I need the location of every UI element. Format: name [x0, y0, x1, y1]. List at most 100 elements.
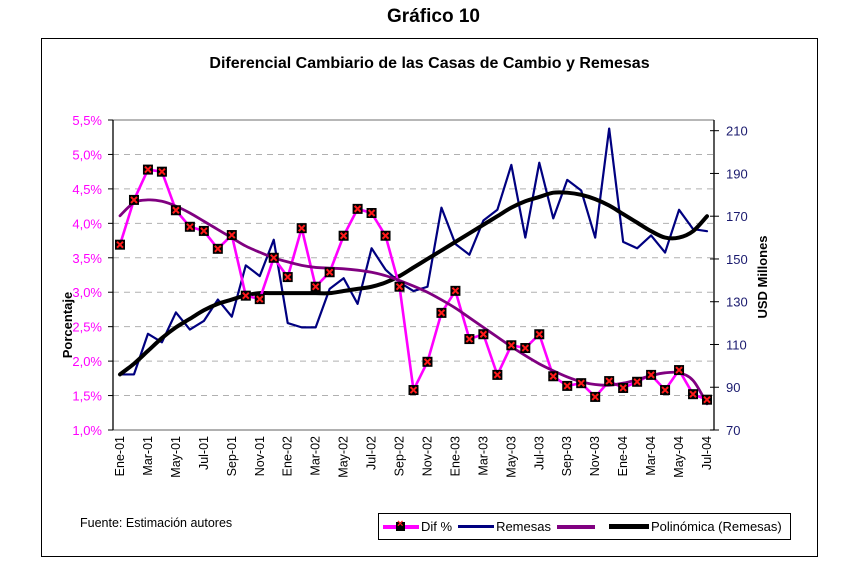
dif-point-marker — [646, 369, 657, 380]
marker-x — [116, 240, 124, 249]
left-axis-ticks: 1,0% 1,5% 2,0% 2,5% 3,0% 3,5% 4,0% 4,5% 5,0% 5,5% — [72, 113, 113, 438]
marker-x — [647, 371, 655, 379]
dif-point-marker — [268, 252, 279, 263]
legend-label-remesas: Remesas — [496, 519, 551, 534]
marker-x — [423, 358, 432, 366]
dif-point-marker — [352, 203, 363, 214]
marker-x — [158, 167, 166, 176]
dif-point-marker — [436, 307, 447, 318]
marker-x — [703, 395, 711, 404]
marker-x — [563, 382, 571, 390]
left-tick-label: 4,5% — [72, 182, 102, 197]
chart-frame — [41, 38, 818, 557]
right-tick-label: 110 — [726, 337, 747, 352]
x-tick-label: Mar-03 — [476, 436, 490, 476]
legend-item-remesas: Remesas — [458, 519, 551, 534]
marker-x — [325, 268, 334, 276]
x-tick-label: May-02 — [337, 436, 351, 478]
dif-point-marker — [688, 389, 699, 400]
dif-point-marker — [618, 382, 629, 393]
dif-point-marker — [520, 343, 531, 354]
x-tick-label: May-03 — [504, 436, 518, 478]
marker-x — [577, 379, 585, 387]
dif-point-marker — [422, 356, 433, 367]
right-tick-label: 150 — [726, 252, 748, 267]
x-tick-label: Jul-04 — [700, 436, 714, 470]
dif-point-marker — [534, 329, 545, 340]
series-poly-remesas-line — [118, 190, 709, 377]
dif-point-marker — [590, 391, 601, 402]
x-tick-label: Mar-02 — [309, 436, 323, 476]
marker-x — [479, 330, 488, 338]
marker-x — [661, 386, 669, 394]
dif-point-marker — [380, 230, 391, 241]
legend: Dif % Remesas Polinómica (Remesas) — [378, 513, 791, 540]
marker-x — [367, 209, 376, 217]
gridlines — [113, 153, 714, 397]
series-remesas-line — [118, 127, 709, 376]
dif-point-marker — [464, 334, 475, 345]
marker-x — [228, 231, 236, 239]
marker-x — [339, 232, 348, 240]
right-tick-label: 170 — [726, 209, 748, 224]
marker-x — [507, 341, 516, 349]
dif-point-marker — [296, 223, 307, 234]
x-axis-ticks: Ene-01 Mar-01 May-01 Jul-01 Sep-01 Nov-01 Ene-… — [113, 436, 714, 478]
right-tick-label: 210 — [726, 124, 748, 139]
marker-x — [130, 196, 138, 204]
marker-x — [493, 371, 502, 379]
x-tick-label: Jul-01 — [197, 436, 211, 470]
dif-point-marker — [408, 385, 419, 396]
marker-x — [395, 283, 404, 291]
marker-x — [465, 335, 474, 343]
x-tick-label: Ene-01 — [113, 436, 127, 476]
marker-x — [451, 287, 460, 295]
marker-x — [297, 224, 306, 232]
dif-point-marker — [170, 205, 181, 216]
legend-label-dif: Dif % — [421, 519, 453, 534]
marker-x — [172, 206, 180, 214]
legend-item-poly-remesas: Polinómica (Remesas) — [603, 519, 782, 534]
dif-point-marker — [184, 221, 195, 232]
marker-x — [633, 378, 641, 386]
x-tick-label: Nov-02 — [420, 436, 434, 476]
dif-point-marker — [226, 230, 237, 241]
legend-label-poly-remesas: Polinómica (Remesas) — [650, 519, 782, 534]
dif-point-marker — [198, 225, 209, 236]
marker-x — [242, 291, 250, 300]
legend-swatch-dif — [383, 518, 419, 532]
right-tick-label: 70 — [726, 423, 740, 438]
left-tick-label: 5,5% — [72, 113, 102, 128]
left-axis-title: Porcentaje — [60, 292, 75, 358]
dif-point-marker — [115, 239, 125, 250]
left-tick-label: 1,5% — [72, 389, 102, 404]
dif-point-marker — [492, 369, 503, 380]
x-tick-label: Ene-04 — [616, 436, 630, 476]
marker-x — [214, 245, 222, 253]
x-tick-label: Jul-02 — [365, 436, 379, 470]
legend-swatch-dif-trend — [556, 522, 595, 532]
left-tick-label: 4,0% — [72, 216, 102, 231]
x-tick-label: Sep-02 — [393, 436, 407, 476]
legend-swatch-remesas — [458, 522, 495, 532]
x-tick-label: Ene-02 — [281, 436, 295, 476]
marker-x — [409, 386, 418, 394]
dif-point-marker — [604, 376, 615, 387]
dif-point-marker — [366, 208, 377, 218]
dif-point-marker — [450, 285, 461, 296]
dif-point-marker — [240, 290, 251, 301]
marker-x — [549, 372, 557, 380]
dif-point-marker — [394, 281, 405, 292]
marker-x — [381, 232, 390, 240]
x-tick-label: Nov-03 — [588, 436, 602, 476]
dif-point-marker — [506, 340, 517, 351]
marker-x — [284, 273, 292, 281]
dif-point-marker — [156, 166, 167, 177]
series-layer — [115, 127, 712, 406]
marker-x — [675, 366, 683, 374]
left-tick-label: 5,0% — [72, 147, 102, 162]
dif-point-marker — [632, 376, 643, 387]
right-tick-label: 130 — [726, 295, 748, 310]
right-tick-label: 90 — [726, 380, 740, 395]
x-tick-label: Jul-03 — [532, 436, 546, 470]
